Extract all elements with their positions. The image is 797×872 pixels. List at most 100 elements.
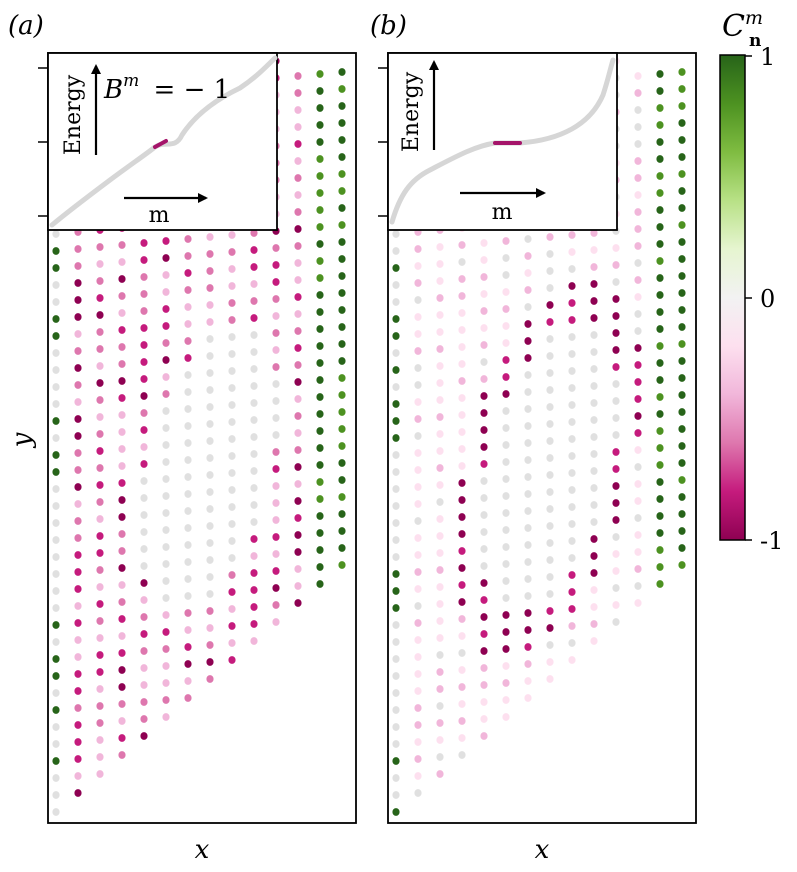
lattice-point [272, 414, 280, 422]
lattice-point [140, 681, 148, 689]
lattice-point [656, 580, 664, 588]
lattice-point [634, 123, 642, 131]
lattice-point [458, 564, 466, 572]
lattice-point [392, 621, 400, 629]
lattice-point [118, 360, 126, 368]
lattice-point [294, 361, 302, 369]
lattice-point [634, 429, 642, 437]
lattice-point [436, 379, 444, 387]
lattice-point [272, 482, 280, 490]
lattice-point [524, 320, 532, 328]
lattice-point [118, 275, 126, 283]
lattice-point [392, 655, 400, 663]
lattice-point [678, 187, 686, 195]
lattice-point [338, 493, 346, 501]
lattice-point [480, 528, 488, 536]
lattice-point [184, 660, 192, 668]
lattice-point [184, 677, 192, 685]
lattice-point [250, 501, 258, 509]
lattice-point [294, 599, 302, 607]
lattice-point [458, 411, 466, 419]
lattice-point [524, 422, 532, 430]
colorbar-subscript: n [749, 31, 761, 51]
lattice-point [250, 229, 258, 237]
lattice-point [118, 394, 126, 402]
lattice-point [52, 655, 60, 663]
lattice-point [338, 204, 346, 212]
lattice-point [52, 638, 60, 646]
lattice-point [502, 577, 510, 585]
lattice-point [294, 157, 302, 165]
lattice-point [678, 68, 686, 76]
lattice-point [436, 583, 444, 591]
lattice-point [436, 600, 444, 608]
lattice-point [502, 271, 510, 279]
lattice-point [524, 473, 532, 481]
lattice-point [96, 294, 104, 302]
lattice-point [458, 360, 466, 368]
lattice-point [392, 400, 400, 408]
bott-value: = [145, 75, 183, 105]
lattice-point [392, 451, 400, 459]
lattice-point [392, 706, 400, 714]
lattice-point [118, 666, 126, 674]
lattice-point [184, 507, 192, 515]
lattice-point [272, 465, 280, 473]
lattice-point [392, 434, 400, 442]
lattice-point [96, 447, 104, 455]
lattice-point [118, 751, 126, 759]
lattice-point [568, 248, 576, 256]
lattice-point [52, 536, 60, 544]
lattice-point [316, 410, 324, 418]
lattice-point [162, 526, 170, 534]
lattice-point [96, 651, 104, 659]
lattice-point [524, 677, 532, 685]
lattice-point [458, 428, 466, 436]
lattice-point [96, 719, 104, 727]
lattice-point [206, 641, 214, 649]
lattice-point [228, 435, 236, 443]
lattice-point [228, 503, 236, 511]
lattice-point [590, 569, 598, 577]
lattice-point [338, 221, 346, 229]
lattice-point [590, 348, 598, 356]
lattice-point [480, 256, 488, 264]
lattice-point [272, 380, 280, 388]
lattice-point [568, 503, 576, 511]
lattice-point [74, 500, 82, 508]
lattice-point [118, 326, 126, 334]
lattice-point [206, 658, 214, 666]
lattice-point [546, 284, 554, 292]
lattice-point [140, 528, 148, 536]
lattice-point [118, 598, 126, 606]
lattice-point [118, 428, 126, 436]
lattice-point [316, 138, 324, 146]
lattice-point [546, 624, 554, 632]
lattice-point [480, 630, 488, 638]
lattice-point [436, 736, 444, 744]
lattice-point [392, 502, 400, 510]
lattice-point [612, 329, 620, 337]
lattice-point [228, 588, 236, 596]
lattice-point [294, 463, 302, 471]
lattice-point [568, 520, 576, 528]
lattice-point [162, 237, 170, 245]
lattice-point [228, 452, 236, 460]
lattice-point [436, 464, 444, 472]
lattice-point [524, 609, 532, 617]
bott-symbol: B [103, 75, 123, 105]
lattice-point [162, 322, 170, 330]
lattice-point [502, 322, 510, 330]
lattice-point [74, 296, 82, 304]
lattice-point [294, 548, 302, 556]
inset-b-xlabel: m [492, 200, 513, 225]
lattice-point [568, 588, 576, 596]
lattice-point [206, 233, 214, 241]
lattice-point [140, 375, 148, 383]
lattice-point [74, 653, 82, 661]
lattice-point [74, 755, 82, 763]
lattice-point [634, 395, 642, 403]
lattice-point [568, 316, 576, 324]
lattice-point [228, 605, 236, 613]
colorbar: Cm n 1 0 -1 [719, 7, 783, 555]
